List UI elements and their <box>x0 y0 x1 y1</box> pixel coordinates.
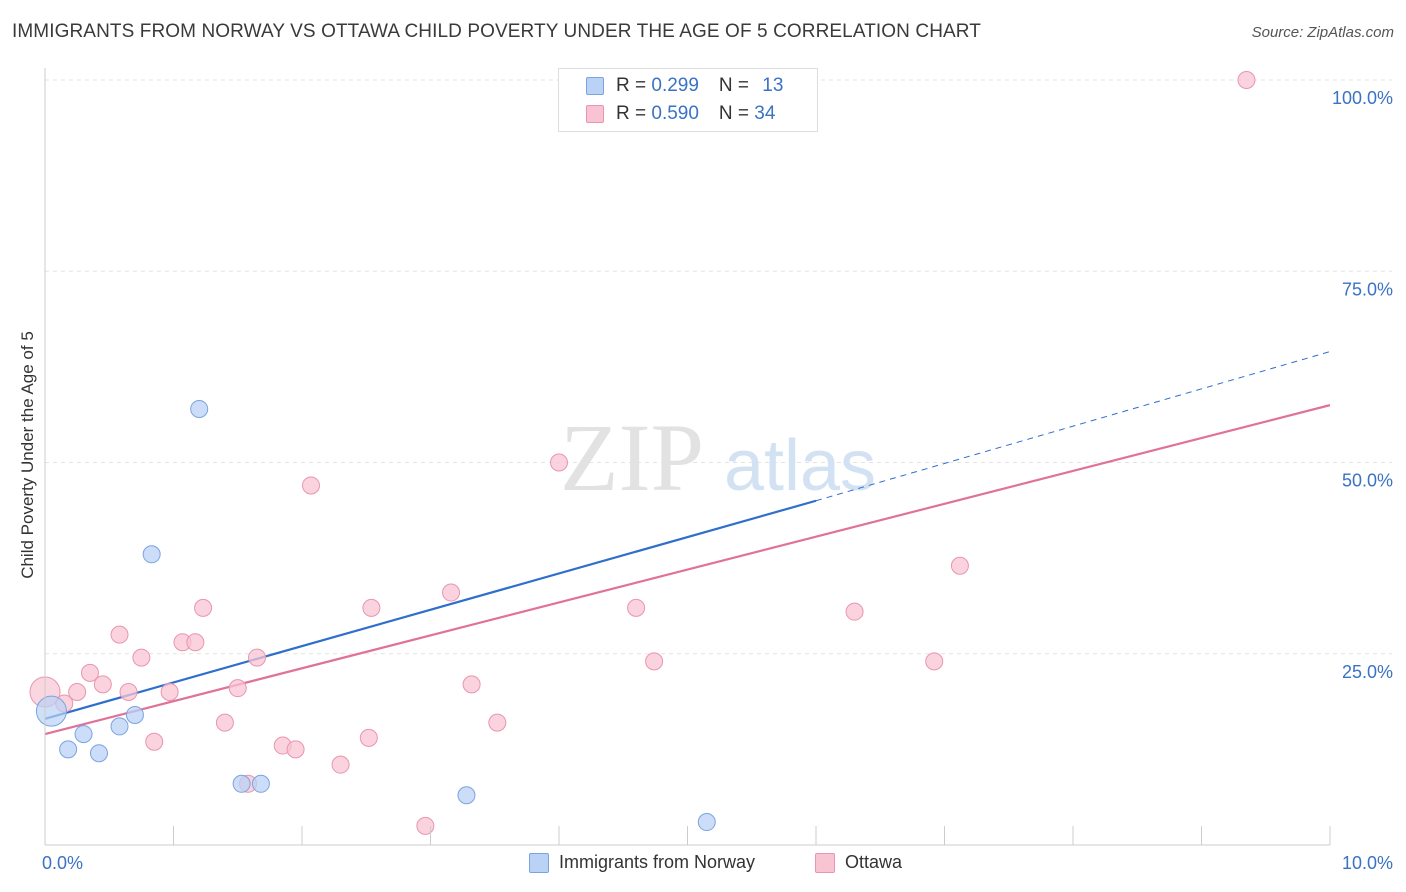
stats-legend-row-norway: R = 0.299 N = 13 <box>586 73 783 99</box>
points-layer <box>29 71 1256 835</box>
y-tick-label: 75.0% <box>1342 279 1393 299</box>
watermark-layer: ZIP atlas <box>560 404 876 511</box>
point-norway <box>110 717 129 736</box>
legend-n-ottawa: 34 <box>754 103 776 124</box>
watermark-atlas: atlas <box>724 426 876 506</box>
point-ottawa <box>215 713 234 732</box>
point-ottawa <box>119 683 138 701</box>
point-norway <box>89 744 108 763</box>
stats-legend-row-ottawa: R = 0.590 N = 34 <box>586 101 775 127</box>
trendline-norway-extension <box>815 351 1331 502</box>
bottom-legend-label-norway: Immigrants from Norway <box>559 852 756 872</box>
bottom-legend-ottawa[interactable]: Ottawa <box>815 852 902 873</box>
point-ottawa <box>462 675 481 694</box>
point-norway <box>59 740 78 759</box>
point-norway <box>125 705 144 724</box>
bottom-legend-norway[interactable]: Immigrants from Norway <box>529 852 755 873</box>
legend-r-ottawa: 0.590 <box>651 103 699 124</box>
point-ottawa <box>132 648 151 667</box>
point-norway <box>457 786 476 805</box>
point-ottawa <box>845 602 864 621</box>
x-tick-label: 0.0% <box>42 853 83 873</box>
point-ottawa <box>145 732 164 751</box>
axis-layer: 25.0% 50.0% 75.0% 100.0% 0.0% 10.0% <box>42 68 1393 873</box>
chart-title: IMMIGRANTS FROM NORWAY VS OTTAWA CHILD P… <box>12 21 981 42</box>
point-norway <box>251 774 270 793</box>
stats-legend: R = 0.299 N = 13 R = 0.590 N = 34 <box>558 68 818 132</box>
point-ottawa <box>627 598 646 617</box>
bottom-legend-swatch-ottawa <box>815 852 835 873</box>
point-ottawa <box>110 625 129 644</box>
x-tick-label: 10.0% <box>1342 853 1393 873</box>
point-ottawa <box>68 683 87 701</box>
y-tick-label: 50.0% <box>1342 471 1393 491</box>
point-ottawa <box>362 598 381 617</box>
point-ottawa <box>950 556 969 575</box>
point-ottawa <box>359 728 378 747</box>
point-ottawa <box>248 648 267 667</box>
point-ottawa <box>442 583 461 602</box>
bottom-legend-label-ottawa: Ottawa <box>845 852 903 872</box>
grid-layer <box>45 79 1392 655</box>
point-norway <box>232 774 251 793</box>
point-ottawa <box>416 816 435 835</box>
source-label: Source: <box>1251 24 1304 41</box>
legend-r-norway: 0.299 <box>651 75 699 96</box>
point-ottawa <box>80 663 99 682</box>
point-ottawa <box>550 453 568 472</box>
point-ottawa <box>160 683 179 701</box>
point-ottawa <box>488 713 507 732</box>
point-ottawa <box>93 675 112 694</box>
y-tick-label: 100.0% <box>1332 88 1393 108</box>
point-ottawa <box>645 652 664 671</box>
watermark-zip: ZIP <box>560 404 704 511</box>
point-norway <box>697 813 716 832</box>
point-ottawa <box>925 652 944 671</box>
trend-layer <box>44 351 1331 736</box>
point-ottawa <box>286 740 305 759</box>
legend-n-norway: 13 <box>762 75 784 96</box>
trendline-ottawa <box>44 404 1331 736</box>
point-ottawa <box>186 633 205 652</box>
bottom-legend-swatch-norway <box>529 852 549 873</box>
y-axis-title: Child Poverty Under the Age of 5 <box>18 331 37 579</box>
legend-swatch-norway <box>586 77 604 95</box>
point-norway <box>142 545 161 564</box>
point-norway <box>74 725 93 744</box>
point-ottawa <box>1237 71 1256 89</box>
point-ottawa <box>331 755 350 774</box>
source-value[interactable]: ZipAtlas.com <box>1307 24 1394 41</box>
source-credit: Source: ZipAtlas.com <box>1252 24 1394 41</box>
y-tick-label: 25.0% <box>1342 662 1393 682</box>
legend-swatch-ottawa <box>586 105 604 123</box>
point-ottawa <box>194 598 213 617</box>
trendline-norway <box>44 499 817 720</box>
point-norway <box>190 399 209 418</box>
point-norway <box>35 695 67 727</box>
point-ottawa <box>301 476 320 495</box>
point-ottawa <box>228 679 247 698</box>
